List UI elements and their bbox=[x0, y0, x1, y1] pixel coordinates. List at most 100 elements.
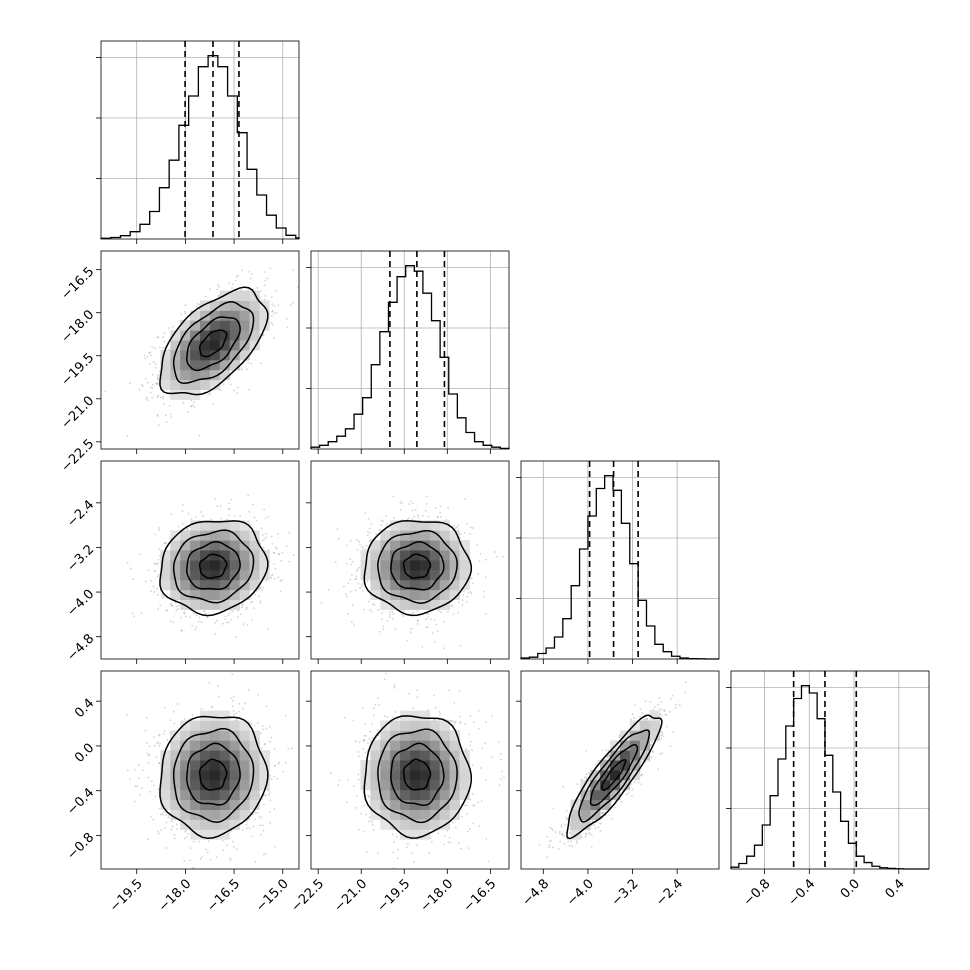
scatter-point bbox=[607, 756, 609, 759]
scatter-point bbox=[170, 513, 173, 516]
scatter-point bbox=[187, 512, 190, 515]
scatter-point bbox=[271, 309, 274, 312]
scatter-point bbox=[285, 545, 288, 548]
density-cell bbox=[239, 300, 250, 311]
scatter-point bbox=[549, 826, 552, 829]
scatter-point bbox=[454, 720, 457, 723]
density-cell bbox=[219, 750, 231, 761]
density-cell bbox=[219, 350, 231, 361]
contour-line bbox=[363, 715, 473, 839]
scatter-point bbox=[156, 742, 159, 745]
scatter-point bbox=[439, 511, 442, 514]
scatter-point bbox=[373, 604, 376, 606]
density-cell bbox=[190, 379, 201, 390]
scatter-point bbox=[560, 833, 563, 836]
density-cell bbox=[370, 770, 381, 781]
scatter-point bbox=[194, 882, 196, 884]
scatter-point bbox=[282, 770, 285, 773]
density-cell bbox=[209, 750, 221, 761]
scatter-point bbox=[461, 604, 464, 606]
density-cell bbox=[190, 560, 201, 571]
scatter-point bbox=[480, 747, 483, 750]
scatter-point bbox=[380, 523, 383, 526]
scatter-point bbox=[480, 800, 483, 803]
scatter-point bbox=[158, 762, 161, 765]
scatter-point bbox=[259, 824, 262, 827]
scatter-point bbox=[268, 792, 271, 795]
scatter-point bbox=[601, 749, 604, 752]
scatter-point bbox=[435, 623, 438, 626]
density-panel-frame bbox=[100, 250, 300, 450]
density-cell bbox=[170, 740, 181, 751]
scatter-point bbox=[229, 859, 232, 862]
density-cell bbox=[239, 779, 250, 791]
density-cell bbox=[180, 779, 191, 791]
scatter-point bbox=[596, 760, 599, 763]
scatter-point bbox=[428, 852, 431, 854]
scatter-point bbox=[430, 618, 432, 621]
density-cell bbox=[400, 770, 411, 781]
density-cell bbox=[239, 789, 250, 801]
scatter-point bbox=[397, 848, 399, 851]
hist-panel-frame bbox=[730, 670, 930, 870]
density-cell bbox=[400, 520, 411, 531]
scatter-point bbox=[349, 590, 352, 593]
scatter-point bbox=[280, 559, 283, 562]
scatter-point bbox=[218, 285, 220, 288]
scatter-point bbox=[633, 781, 636, 784]
scatter-point bbox=[639, 774, 642, 777]
density-cell bbox=[390, 760, 401, 771]
scatter-point bbox=[179, 616, 182, 619]
scatter-point bbox=[194, 628, 197, 631]
scatter-point bbox=[585, 749, 588, 752]
scatter-point bbox=[199, 858, 202, 860]
scatter-point bbox=[464, 498, 466, 501]
scatter-point bbox=[185, 835, 188, 838]
scatter-point bbox=[270, 736, 273, 739]
scatter-point bbox=[241, 606, 244, 609]
scatter-point bbox=[440, 611, 442, 614]
density-cell bbox=[429, 730, 441, 741]
density-cell bbox=[439, 589, 450, 600]
scatter-point bbox=[180, 313, 183, 316]
density-cell bbox=[170, 359, 181, 371]
density-cell bbox=[410, 579, 421, 591]
scatter-point bbox=[439, 505, 442, 508]
scatter-point bbox=[140, 612, 143, 615]
scatter-point bbox=[175, 609, 178, 612]
scatter-point bbox=[434, 507, 437, 510]
y-tick-label: −22.5 bbox=[59, 437, 98, 476]
scatter-point bbox=[218, 298, 221, 301]
scatter-point bbox=[273, 764, 276, 767]
density-content bbox=[329, 672, 505, 869]
scatter-point bbox=[469, 740, 472, 743]
density-cell bbox=[219, 589, 231, 600]
density-cell bbox=[400, 760, 411, 771]
scatter-point bbox=[262, 728, 265, 731]
scatter-point bbox=[193, 406, 196, 409]
scatter-point bbox=[447, 841, 450, 843]
scatter-point bbox=[265, 536, 267, 539]
density-cell bbox=[200, 579, 211, 591]
scatter-point bbox=[151, 387, 154, 390]
scatter-point bbox=[437, 515, 440, 518]
scatter-point bbox=[137, 764, 140, 767]
scatter-point bbox=[225, 518, 228, 521]
scatter-point bbox=[192, 866, 195, 869]
scatter-point bbox=[254, 812, 257, 814]
density-cell bbox=[170, 379, 181, 390]
scatter-point bbox=[470, 577, 473, 580]
density-cell bbox=[249, 760, 260, 771]
density-cell bbox=[570, 809, 581, 820]
scatter-point bbox=[472, 805, 475, 807]
scatter-point bbox=[150, 815, 153, 818]
x-tick-label: −18.0 bbox=[418, 876, 457, 915]
density-cell bbox=[419, 540, 431, 551]
density-cell bbox=[449, 579, 460, 591]
scatter-point bbox=[274, 546, 277, 549]
scatter-point bbox=[263, 743, 266, 746]
density-cell bbox=[180, 530, 191, 541]
scatter-point bbox=[396, 835, 398, 838]
density-cell bbox=[229, 300, 240, 311]
